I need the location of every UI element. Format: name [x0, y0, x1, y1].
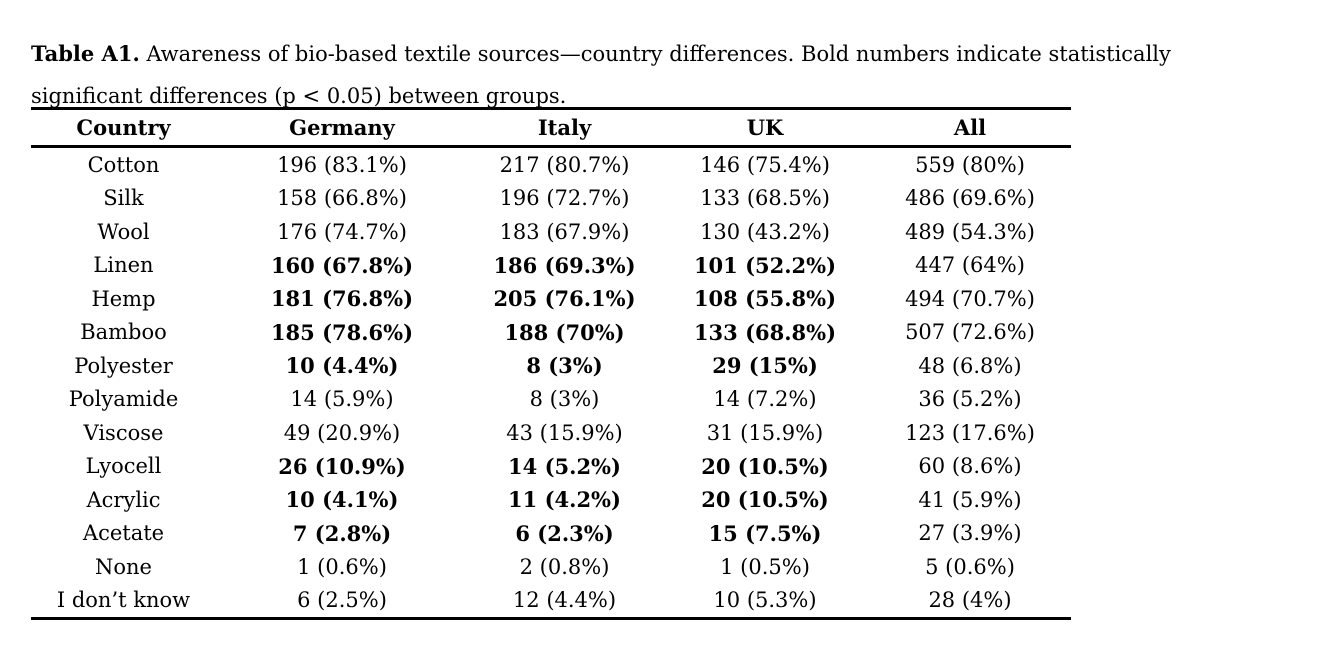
table-cell: 5 (0.6%) [925, 554, 1015, 579]
table-cell: 133 (68.5%) [700, 186, 830, 211]
table-cell: 28 (4%) [928, 588, 1012, 613]
table-row: Hemp 181 (76.8%) 205 (76.1%) 108 (55.8%) 494… [31, 282, 1071, 316]
row-label: Wool [97, 219, 150, 244]
table-cell: 43 (15.9%) [506, 420, 623, 445]
table-row: Wool 176 (74.7%) 183 (67.9%) 130 (43.2%) 489… [31, 215, 1071, 249]
table-cell: 181 (76.8%) [270, 286, 414, 312]
table-cell: 205 (76.1%) [493, 286, 636, 312]
table-caption: Table A1. Awareness of bio-based textile… [31, 33, 1299, 117]
row-label: Hemp [91, 286, 156, 311]
caption-table-label: Table A1. [31, 41, 140, 66]
table-cell: 186 (69.3%) [493, 252, 636, 278]
table-cell: 8 (3%) [526, 353, 603, 379]
table-cell: 196 (72.7%) [499, 186, 630, 211]
table-cell: 12 (4.4%) [512, 588, 617, 613]
row-label: Silk [103, 186, 144, 211]
table-row: Bamboo 185 (78.6%) 188 (70%) 133 (68.8%) 507… [31, 316, 1071, 350]
table-cell: 8 (3%) [529, 387, 600, 412]
table-cell: 36 (5.2%) [918, 387, 1022, 412]
table-cell: 559 (80%) [915, 152, 1025, 177]
caption-line-2: significant differences (p < 0.05) betwe… [31, 84, 567, 108]
table-cell: 14 (7.2%) [713, 387, 817, 412]
table-row: None 1 (0.6%) 2 (0.8%) 1 (0.5%) 5 (0.6%) [31, 550, 1071, 584]
row-label: Polyamide [68, 387, 179, 412]
column-header-uk: UK [746, 115, 784, 140]
table-cell: 14 (5.2%) [508, 453, 621, 479]
table-cell: 2 (0.8%) [519, 554, 610, 579]
table-cell: 507 (72.6%) [905, 320, 1035, 345]
table-cell: 6 (2.5%) [297, 588, 387, 613]
table-cell: 447 (64%) [915, 253, 1025, 278]
table-cell: 20 (10.5%) [701, 453, 829, 479]
table-row: Linen 160 (67.8%) 186 (69.3%) 101 (52.2%) 44… [31, 249, 1071, 283]
table-cell: 7 (2.8%) [292, 520, 392, 546]
table-cell: 486 (69.6%) [905, 186, 1035, 211]
table-cell: 176 (74.7%) [277, 219, 407, 244]
table-cell: 6 (2.3%) [515, 520, 614, 546]
header-row: Country Germany Italy UK All [31, 108, 1071, 147]
table-row: I don’t know 6 (2.5%) 12 (4.4%) 10 (5.3%) 28… [31, 584, 1071, 619]
row-label: I don’t know [56, 588, 191, 613]
table-row: Polyester 10 (4.4%) 8 (3%) 29 (15%) 48 (6.8%… [31, 349, 1071, 383]
table-cell: 183 (67.9%) [499, 219, 630, 244]
table-cell: 48 (6.8%) [918, 353, 1022, 378]
results-table: Country Germany Italy UK All Cotton 196 (… [31, 107, 1071, 620]
table-cell: 130 (43.2%) [700, 219, 830, 244]
table-cell: 108 (55.8%) [693, 286, 837, 312]
row-label: Acetate [82, 521, 165, 546]
table-cell: 1 (0.6%) [297, 554, 387, 579]
table-cell: 123 (17.6%) [905, 420, 1035, 445]
table-cell: 10 (4.4%) [285, 353, 399, 379]
table-row: Silk 158 (66.8%) 196 (72.7%) 133 (68.5%) 486… [31, 182, 1071, 216]
table-row: Viscose 49 (20.9%) 43 (15.9%) 31 (15.9%) 123… [31, 416, 1071, 450]
table-cell: 31 (15.9%) [706, 420, 824, 445]
column-header-country: Country [76, 115, 171, 140]
table-cell: 188 (70%) [504, 319, 625, 345]
column-header-all: All [953, 115, 987, 140]
table-cell: 26 (10.9%) [278, 453, 406, 479]
table-header: Country Germany Italy UK All [31, 108, 1071, 147]
row-label: Linen [93, 253, 154, 278]
table-cell: 196 (83.1%) [277, 152, 407, 177]
column-header-germany: Germany [289, 115, 395, 140]
table-row: Acetate 7 (2.8%) 6 (2.3%) 15 (7.5%) 27 (3.9%… [31, 517, 1071, 551]
table-body: Cotton 196 (83.1%) 217 (80.7%) 146 (75.4%) 5… [31, 147, 1071, 619]
row-label: Cotton [87, 152, 160, 177]
table-cell: 489 (54.3%) [905, 219, 1035, 244]
row-label: Lyocell [85, 454, 162, 479]
table-cell: 133 (68.8%) [693, 319, 837, 345]
table-cell: 14 (5.9%) [290, 387, 394, 412]
row-label: Acrylic [86, 487, 161, 512]
table-row: Cotton 196 (83.1%) 217 (80.7%) 146 (75.4%) 5… [31, 147, 1071, 182]
row-label: Polyester [74, 353, 173, 378]
table-cell: 41 (5.9%) [918, 487, 1022, 512]
table-row: Polyamide 14 (5.9%) 8 (3%) 14 (7.2%) 36 (5.2… [31, 383, 1071, 417]
table-cell: 15 (7.5%) [708, 520, 822, 546]
table-cell: 158 (66.8%) [277, 186, 407, 211]
table-cell: 29 (15%) [712, 353, 818, 379]
table-cell: 10 (4.1%) [285, 487, 399, 513]
table-cell: 20 (10.5%) [701, 487, 829, 513]
table-cell: 101 (52.2%) [693, 252, 837, 278]
table-cell: 11 (4.2%) [508, 487, 621, 513]
table-cell: 160 (67.8%) [270, 252, 414, 278]
column-header-italy: Italy [537, 115, 592, 140]
caption-text: Awareness of bio-based textile sources—c… [139, 42, 1171, 66]
table-cell: 185 (78.6%) [270, 319, 414, 345]
table-cell: 10 (5.3%) [713, 588, 817, 613]
table-cell: 217 (80.7%) [499, 152, 630, 177]
caption-line-1: Table A1. Awareness of bio-based textile… [31, 41, 1171, 66]
table-cell: 494 (70.7%) [905, 286, 1035, 311]
row-label: Bamboo [80, 320, 167, 345]
table-cell: 49 (20.9%) [283, 420, 401, 445]
table-cell: 60 (8.6%) [918, 454, 1022, 479]
table-row: Lyocell 26 (10.9%) 14 (5.2%) 20 (10.5%) 60 (… [31, 450, 1071, 484]
row-label: Viscose [83, 420, 164, 445]
table-cell: 27 (3.9%) [918, 521, 1022, 546]
table-row: Acrylic 10 (4.1%) 11 (4.2%) 20 (10.5%) 41 (5… [31, 483, 1071, 517]
table-cell: 146 (75.4%) [700, 152, 830, 177]
table-cell: 1 (0.5%) [720, 554, 810, 579]
row-label: None [95, 554, 152, 579]
